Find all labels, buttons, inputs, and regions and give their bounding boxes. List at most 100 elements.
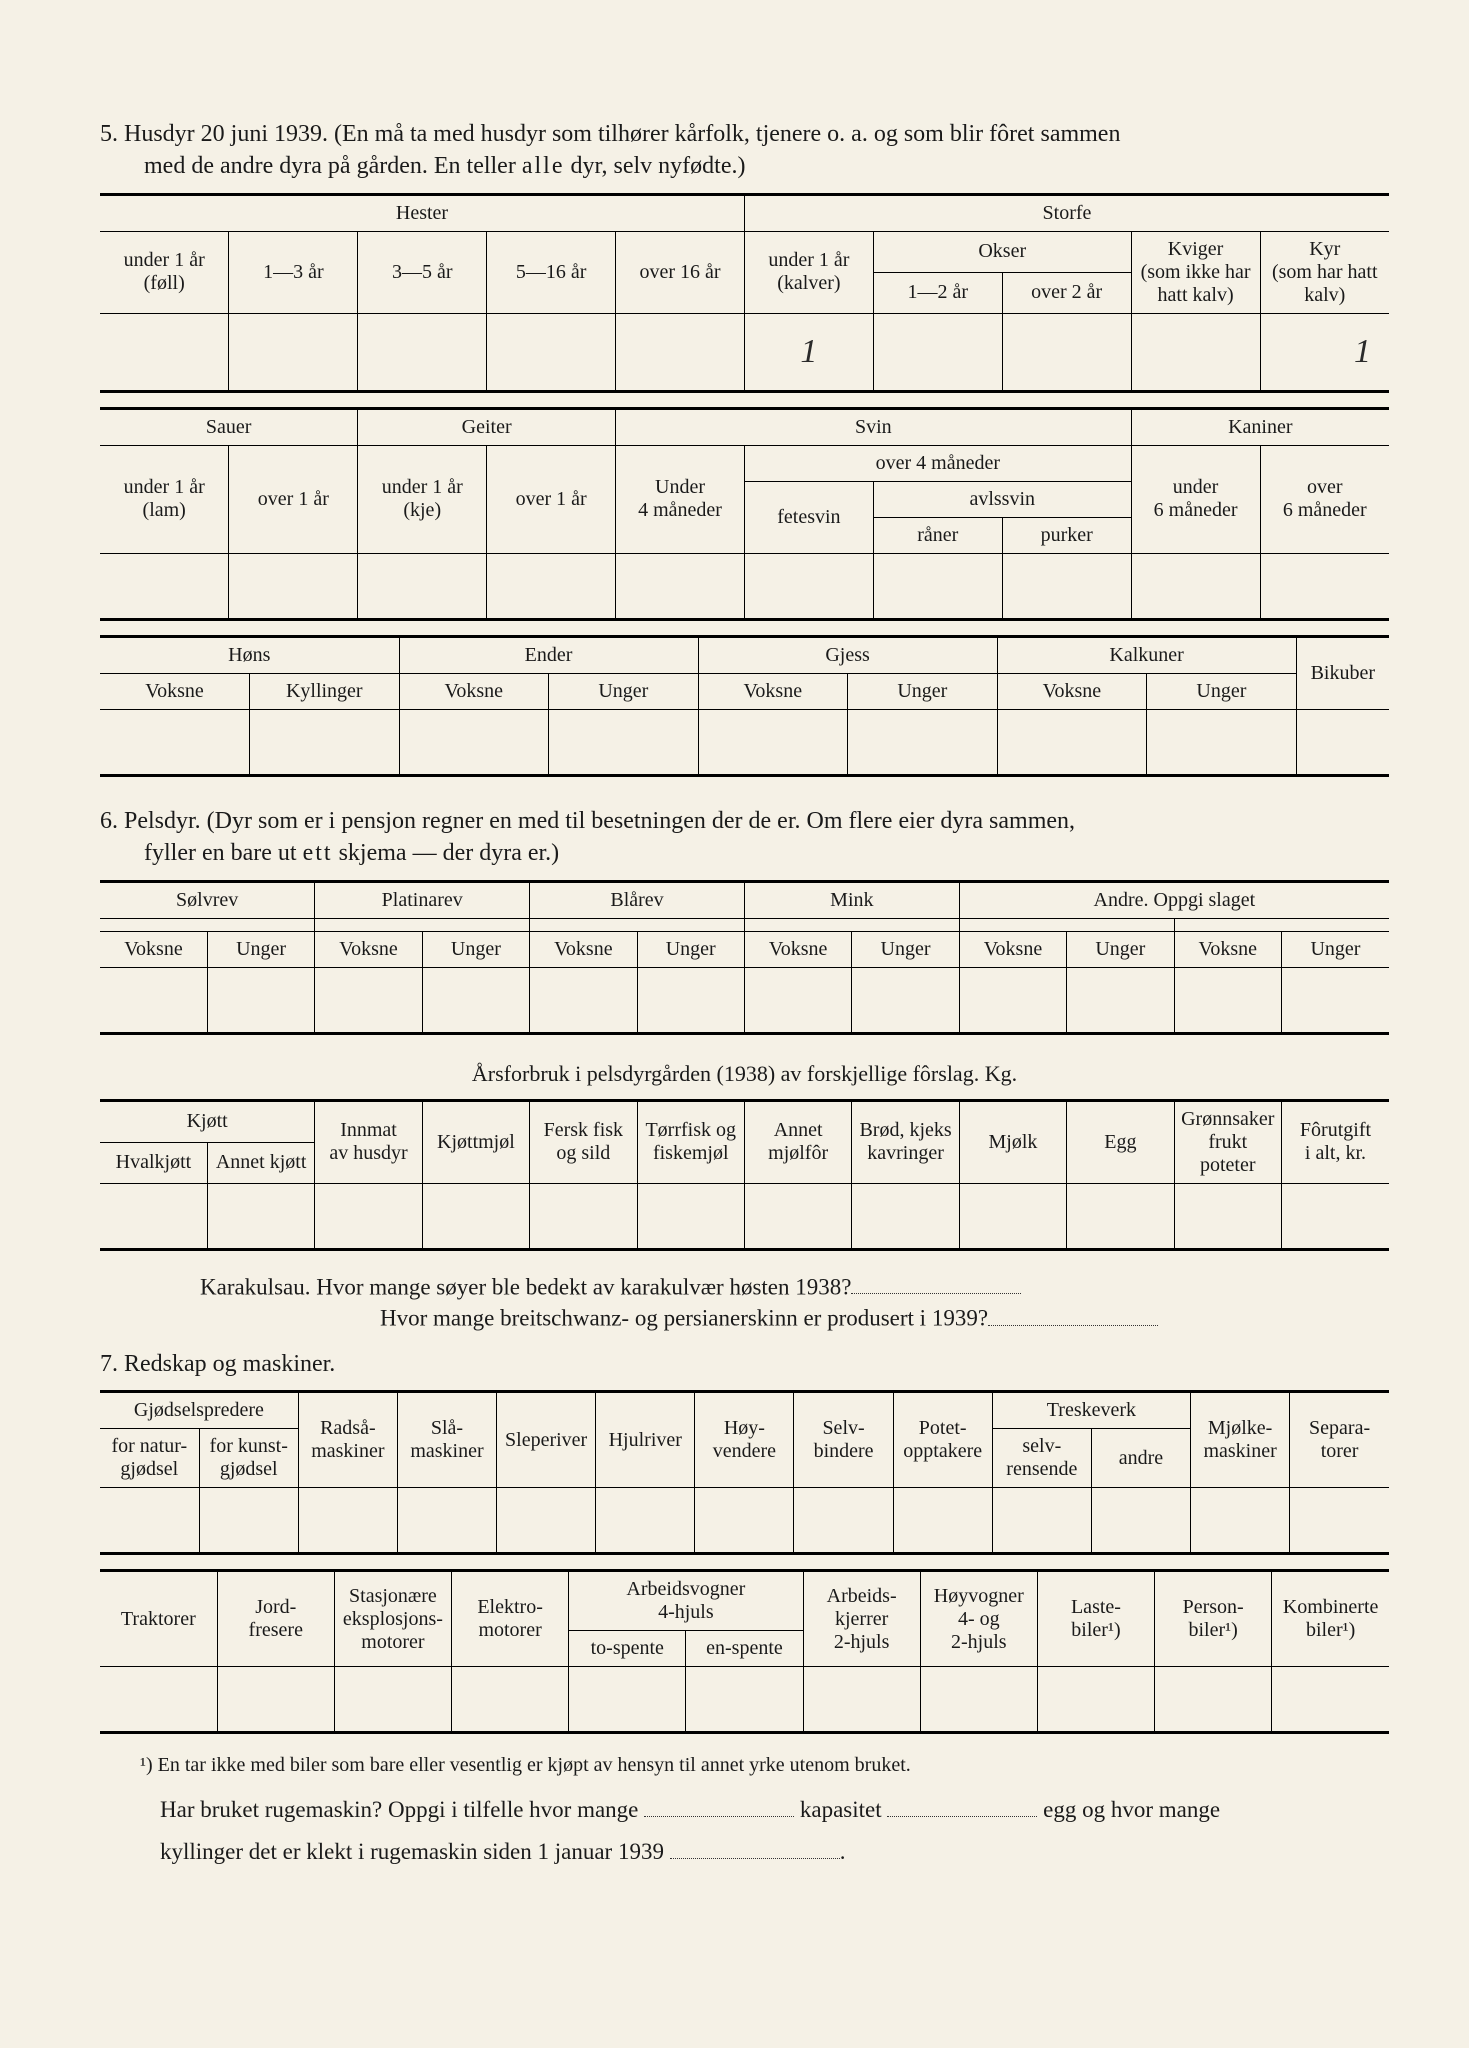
cell[interactable] xyxy=(1296,709,1389,775)
cell[interactable] xyxy=(1290,1488,1389,1554)
cell[interactable] xyxy=(422,1183,529,1249)
cell[interactable] xyxy=(1147,709,1297,775)
cell[interactable] xyxy=(893,1488,992,1554)
cell[interactable] xyxy=(100,1488,199,1554)
cell[interactable] xyxy=(422,967,529,1033)
cell[interactable] xyxy=(852,1183,959,1249)
cell[interactable] xyxy=(1002,553,1131,619)
cell[interactable] xyxy=(397,1488,496,1554)
col-hoyvogner: Høyvogner 4- og 2-hjuls xyxy=(920,1571,1037,1667)
fill-line[interactable] xyxy=(644,1796,794,1818)
cell[interactable] xyxy=(569,1667,686,1733)
col-mjolk: Mjølk xyxy=(959,1100,1066,1183)
cell[interactable] xyxy=(1037,1667,1154,1733)
cell[interactable] xyxy=(1191,1488,1290,1554)
cell[interactable] xyxy=(744,967,851,1033)
hdr-svin: Svin xyxy=(616,408,1132,445)
cell[interactable] xyxy=(100,709,250,775)
cell[interactable] xyxy=(1281,1183,1389,1249)
cell[interactable] xyxy=(229,313,358,391)
col-voksne: Voksne xyxy=(399,673,549,709)
cell[interactable] xyxy=(497,1488,596,1554)
cell[interactable] xyxy=(487,553,616,619)
fill-line[interactable] xyxy=(851,1273,1021,1295)
cell[interactable] xyxy=(100,553,229,619)
cell[interactable] xyxy=(100,313,229,391)
cell[interactable] xyxy=(1067,967,1174,1033)
cell[interactable] xyxy=(1131,553,1260,619)
cell[interactable] xyxy=(873,313,1002,391)
cell[interactable] xyxy=(698,709,848,775)
blank[interactable] xyxy=(1174,918,1389,931)
cell[interactable] xyxy=(530,1183,637,1249)
cell[interactable] xyxy=(848,709,998,775)
cell[interactable] xyxy=(199,1488,298,1554)
cell[interactable] xyxy=(207,1183,314,1249)
cell[interactable] xyxy=(207,967,314,1033)
col-ka-over6: over 6 måneder xyxy=(1260,445,1389,553)
cell[interactable] xyxy=(1067,1183,1174,1249)
cell[interactable] xyxy=(637,967,744,1033)
cell[interactable] xyxy=(334,1667,451,1733)
cell[interactable] xyxy=(298,1488,397,1554)
cell[interactable] xyxy=(1174,1183,1281,1249)
col-ka-under6: under 6 måneder xyxy=(1131,445,1260,553)
cell[interactable] xyxy=(549,709,699,775)
fill-line[interactable] xyxy=(670,1837,840,1859)
col-voksne: Voksne xyxy=(698,673,848,709)
cell[interactable] xyxy=(695,1488,794,1554)
cell[interactable] xyxy=(229,553,358,619)
col-annetmjolfor: Annet mjølfôr xyxy=(744,1100,851,1183)
blank[interactable] xyxy=(959,918,1174,931)
cell[interactable] xyxy=(920,1667,1037,1733)
cell[interactable] xyxy=(873,553,1002,619)
cell[interactable] xyxy=(616,313,745,391)
col-avlssvin: avlssvin xyxy=(873,481,1131,517)
cell[interactable] xyxy=(452,1667,569,1733)
cell[interactable] xyxy=(217,1667,334,1733)
cell[interactable] xyxy=(100,967,207,1033)
col-sa-under1: under 1 år (lam) xyxy=(100,445,229,553)
col-sa-over1: over 1 år xyxy=(229,445,358,553)
cell[interactable] xyxy=(358,313,487,391)
cell[interactable] xyxy=(997,709,1147,775)
cell-hand-left[interactable]: 1 xyxy=(744,313,873,391)
cell[interactable] xyxy=(399,709,549,775)
cell[interactable] xyxy=(1131,313,1260,391)
cell[interactable] xyxy=(1272,1667,1389,1733)
cell[interactable] xyxy=(530,967,637,1033)
cell[interactable] xyxy=(794,1488,893,1554)
cell[interactable] xyxy=(487,313,616,391)
fill-line[interactable] xyxy=(887,1796,1037,1818)
cell[interactable] xyxy=(1002,313,1131,391)
cell[interactable] xyxy=(315,1183,422,1249)
cell[interactable] xyxy=(250,709,400,775)
cell[interactable] xyxy=(852,967,959,1033)
hdr-storfe: Storfe xyxy=(744,194,1389,231)
cell[interactable] xyxy=(358,553,487,619)
col-sv-under4: Under 4 måneder xyxy=(616,445,745,553)
cell[interactable] xyxy=(616,553,745,619)
cell[interactable] xyxy=(803,1667,920,1733)
cell[interactable] xyxy=(637,1183,744,1249)
cell[interactable] xyxy=(744,553,873,619)
hdr-ender: Ender xyxy=(399,636,698,673)
cell[interactable] xyxy=(686,1667,803,1733)
cell[interactable] xyxy=(315,967,422,1033)
col-voksne: Voksne xyxy=(100,673,250,709)
cell[interactable] xyxy=(744,1183,851,1249)
cell[interactable] xyxy=(596,1488,695,1554)
cell[interactable] xyxy=(1091,1488,1190,1554)
hdr-solvrev: Sølvrev xyxy=(100,881,315,918)
cell[interactable] xyxy=(100,1667,217,1733)
cell[interactable] xyxy=(1281,967,1389,1033)
cell[interactable] xyxy=(1260,553,1389,619)
fill-line[interactable] xyxy=(988,1304,1158,1326)
cell[interactable] xyxy=(959,967,1066,1033)
cell[interactable] xyxy=(1155,1667,1272,1733)
cell-hand-right[interactable]: 1 xyxy=(1260,313,1389,391)
cell[interactable] xyxy=(959,1183,1066,1249)
cell[interactable] xyxy=(100,1183,207,1249)
cell[interactable] xyxy=(1174,967,1281,1033)
cell[interactable] xyxy=(992,1488,1091,1554)
